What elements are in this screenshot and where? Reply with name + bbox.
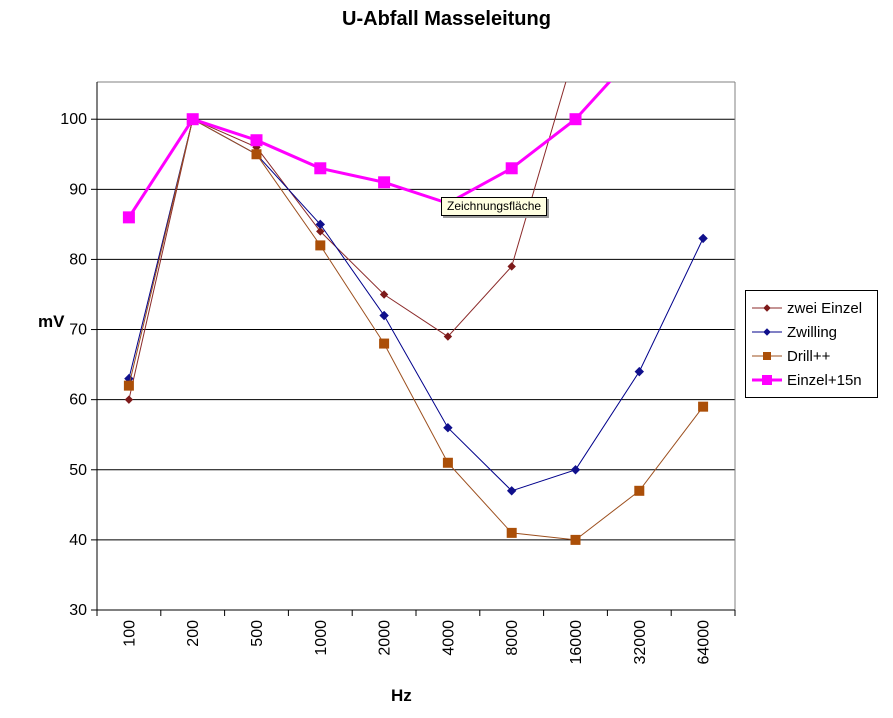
x-tick-label-4000: 4000: [440, 620, 457, 656]
data-point-marker: [315, 219, 326, 230]
legend-item-drill-[interactable]: Drill++: [752, 344, 871, 368]
y-tick-label-100: 100: [60, 111, 87, 128]
legend-item-zwei-einzel[interactable]: zwei Einzel: [752, 296, 871, 320]
y-tick-label-50: 50: [69, 462, 87, 479]
x-tick-label-64000: 64000: [696, 620, 713, 665]
legend-item-label: Einzel+15n: [787, 371, 862, 389]
series-zwei-einzel: [124, 46, 579, 404]
y-tick-label-80: 80: [69, 251, 87, 268]
data-point-marker: [698, 233, 708, 244]
x-tick-label-1000: 1000: [313, 620, 330, 656]
data-point-marker: [250, 134, 263, 147]
y-tick-label-70: 70: [69, 322, 87, 339]
x-tick-label-32000: 32000: [632, 620, 649, 665]
data-point-marker: [122, 211, 135, 224]
data-point-marker: [379, 338, 390, 349]
y-tick-label-60: 60: [69, 392, 87, 409]
data-point-marker: [570, 465, 581, 475]
legend-item-label: Zwilling: [787, 323, 838, 341]
data-point-marker: [123, 380, 134, 391]
data-point-marker: [443, 422, 453, 433]
x-tick-label-500: 500: [249, 620, 266, 647]
data-point-marker: [506, 486, 517, 496]
x-tick-label-100: 100: [121, 620, 138, 647]
x-axis-title: Hz: [391, 686, 412, 705]
legend[interactable]: zwei Einzel Zwilling Drill++ Einzel+15n: [745, 290, 878, 398]
data-point-marker: [124, 395, 134, 404]
data-point-marker: [634, 485, 645, 496]
series-line: [128, 82, 567, 400]
data-point-marker: [442, 457, 453, 468]
series-group: [122, 44, 709, 545]
tooltip: Zeichnungsfläche: [441, 197, 548, 216]
x-tick-label-200: 200: [185, 620, 202, 647]
legend-marker-icon: [752, 304, 782, 312]
data-point-marker: [572, 46, 579, 53]
x-tick-label-2000: 2000: [377, 620, 394, 656]
data-point-marker: [507, 262, 516, 271]
tooltip-text: Zeichnungsfläche: [447, 199, 542, 213]
data-point-marker: [186, 113, 199, 126]
y-tick-label-40: 40: [69, 532, 87, 549]
legend-item-zwilling[interactable]: Zwilling: [752, 320, 871, 344]
data-point-marker: [314, 162, 327, 175]
data-point-marker: [698, 401, 709, 412]
data-point-marker: [379, 290, 389, 299]
legend-marker-icon: [752, 328, 782, 336]
data-point-marker: [506, 527, 517, 538]
y-tick-label-90: 90: [69, 181, 87, 198]
legend-marker-icon: [752, 352, 782, 360]
series-einzel-15n: [122, 44, 645, 224]
series-zwilling: [124, 114, 708, 496]
data-point-marker: [316, 227, 325, 236]
legend-item-einzel-15n[interactable]: Einzel+15n: [752, 368, 871, 392]
x-tick-label-8000: 8000: [504, 620, 521, 656]
legend-item-label: Drill++: [787, 347, 831, 365]
data-point-marker: [378, 176, 391, 189]
data-point-marker: [443, 332, 453, 341]
y-tick-label-30: 30: [69, 602, 87, 619]
data-point-marker: [570, 534, 581, 545]
y-axis-title: mV: [38, 312, 65, 331]
data-point-marker: [634, 44, 645, 55]
series-drill-: [123, 114, 709, 545]
series-line: [128, 118, 704, 541]
data-point-marker: [315, 240, 326, 251]
data-point-marker: [569, 113, 582, 126]
data-point-marker: [379, 310, 389, 321]
data-point-marker: [505, 162, 518, 175]
data-point-marker: [634, 366, 645, 377]
chart-title: U-Abfall Masseleitung: [342, 8, 551, 30]
data-point-marker: [251, 149, 262, 160]
series-line: [128, 118, 704, 492]
series-line: [127, 82, 612, 219]
legend-marker-icon: [752, 375, 782, 385]
x-tick-label-16000: 16000: [568, 620, 585, 665]
legend-item-label: zwei Einzel: [787, 299, 863, 317]
